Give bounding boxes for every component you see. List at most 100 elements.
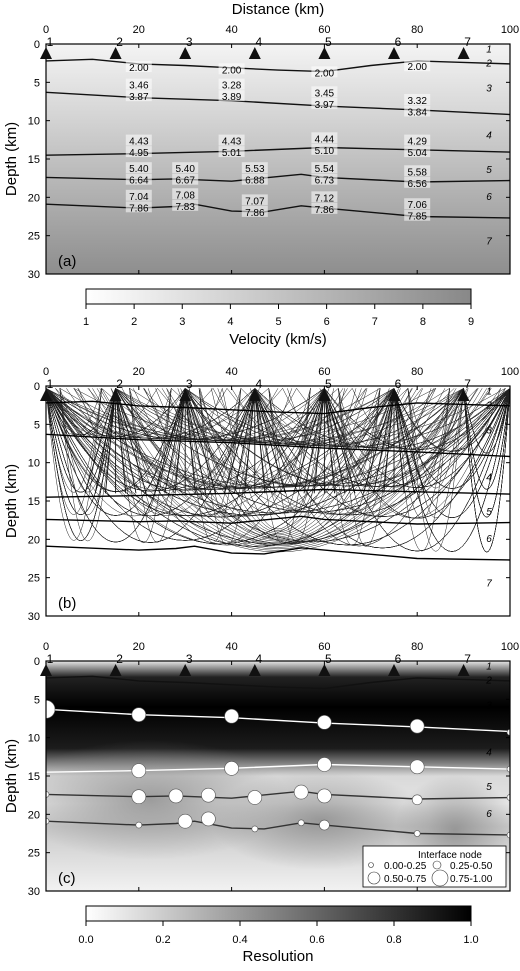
velocity-value-bg [311,202,338,214]
velocity-value: 5.54 [311,162,338,175]
velocity-value-bg [125,173,152,185]
velocity-value-text: 5.10 [315,146,335,157]
station-marker [457,47,470,59]
station-marker [109,664,122,676]
velocity-value-text: 4.43 [129,137,149,148]
interface-node [319,819,330,831]
velocity-value-text: 2.00 [407,62,427,73]
interface-node [131,763,147,778]
ray-path [115,389,147,494]
layer-number: 3 [486,701,492,712]
interface-node [131,789,147,805]
station-label: 3 [186,377,193,391]
station-label: 3 [186,35,193,49]
ray-path [254,389,276,494]
station-label: 6 [395,652,402,666]
interface-node [506,831,510,839]
interface-line [46,820,510,836]
ray-path [144,388,412,540]
velocity-value: 5.10 [311,143,338,157]
velocity-value-text: 7.83 [175,202,195,213]
ray-path [121,388,435,544]
ray-path [254,389,286,494]
ray-path [66,388,490,551]
y-tick-label: 10 [28,116,40,128]
station-marker [388,664,400,676]
interface-node [297,819,305,827]
ray-path [407,388,464,519]
layer-number: 2 [485,400,492,411]
velocity-colorbar [85,288,472,305]
velocity-field [46,44,510,274]
ray-path [46,388,186,543]
ray-path [46,388,255,439]
interface-node [201,811,216,827]
x-tick-label: 60 [318,366,330,378]
node-legend: Interface node 0.00-0.25 0.25-0.50 0.50-0.… [362,845,507,888]
ray-path [59,388,395,442]
station-label: 6 [395,35,402,49]
velocity-value: 4.29 [404,134,431,148]
interface-node [201,787,216,803]
velocity-value: 7.86 [241,205,268,219]
ray-path [303,389,325,494]
velocity-value-bg [125,189,152,201]
velocity-value-text: 5.40 [175,164,195,175]
interface-node [177,813,193,829]
velocity-value-text: 3.28 [222,81,242,92]
ray-path [323,389,336,494]
station-label: 7 [464,652,471,666]
y-tick-label: 20 [28,809,40,821]
station-label: 3 [186,652,193,666]
velocity-value: 4.43 [125,134,152,148]
layer-number: 1 [486,387,492,398]
velocity-value-bg [218,63,245,75]
interface-node [409,718,425,734]
layer-number: 6 [486,192,492,203]
interface-line [46,708,510,733]
legend-title: Interface node [418,850,482,861]
panel-label: (c) [58,870,76,887]
velocity-value: 7.12 [311,191,338,204]
velocity-value: 7.08 [172,188,199,201]
y-tick-label: 20 [28,534,40,546]
velocity-value-text: 3.84 [407,107,427,118]
ray-path [115,389,137,494]
velocity-value-bg [311,66,338,78]
ray-path [393,389,405,494]
velocity-value: 6.56 [404,176,431,190]
velocity-value-text: 7.07 [245,196,265,207]
velocity-value: 3.97 [311,97,338,111]
ray-path [110,388,446,545]
layer-number: 5 [486,165,492,176]
legend-symbol [367,871,381,885]
ray-path [46,388,395,441]
velocity-value-text: 2.00 [222,65,242,76]
ray-path [46,388,395,544]
interface-node [411,794,423,806]
ray-path [383,389,395,494]
x-tick-label: 40 [225,366,237,378]
velocity-value-text: 7.04 [129,192,149,203]
ray-path [407,388,464,552]
layer-number: 2 [485,58,492,69]
velocity-value: 3.84 [404,105,431,118]
velocity-value: 5.40 [172,162,199,175]
interface-line [46,146,510,156]
velocity-value-bg [125,61,152,72]
interface-node [317,788,332,804]
velocity-value-text: 5.58 [407,167,427,178]
station-label: 2 [116,652,123,666]
layer-number: 1 [486,662,492,673]
x-tick-label: 20 [133,641,145,653]
x-tick-label: 60 [318,24,330,36]
station-label: 4 [255,377,262,391]
ray-path [313,389,325,494]
velocity-value-text: 4.95 [129,148,149,159]
y-tick-label: 5 [34,77,40,89]
velocity-value-text: 7.86 [245,208,265,219]
velocity-value: 7.83 [172,199,199,213]
station-marker [388,389,400,401]
layer-number: 6 [486,809,492,820]
